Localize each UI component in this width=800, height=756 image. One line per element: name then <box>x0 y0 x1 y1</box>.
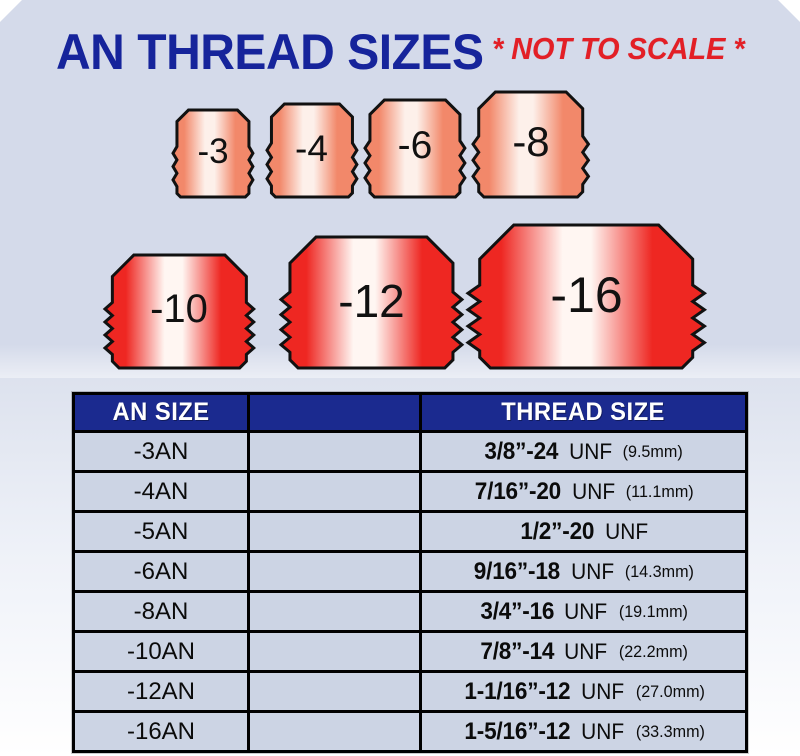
column-header-an-size: AN SIZE <box>72 392 250 433</box>
thread-series: UNF <box>569 438 613 464</box>
cell-thread-size: 9/16”-18 UNF (14.3mm) <box>419 550 748 593</box>
cell-spacer <box>247 590 422 633</box>
column-header-spacer <box>247 392 422 433</box>
fitting-shape <box>471 90 591 199</box>
table-row: -4AN 7/16”-20 UNF (11.1mm) <box>72 470 748 513</box>
cell-spacer <box>247 430 422 473</box>
table-header-row: AN SIZE THREAD SIZE <box>72 392 748 433</box>
cell-thread-size: 1-5/16”-12 UNF (33.3mm) <box>419 710 748 753</box>
thread-metric: (11.1mm) <box>625 481 694 501</box>
cell-an-size: -10AN <box>72 630 250 673</box>
cell-thread-size: 7/8”-14 UNF (22.2mm) <box>419 630 748 673</box>
thread-metric: (19.1mm) <box>618 601 688 621</box>
fitting-dash12: -12 <box>278 235 465 370</box>
thread-series: UNF <box>581 718 625 744</box>
cell-an-size: -16AN <box>72 710 250 753</box>
thread-fraction: 1-1/16”-12 <box>464 677 571 705</box>
cell-spacer <box>247 710 422 753</box>
cell-an-size: -8AN <box>72 590 250 633</box>
fitting-shape <box>102 253 256 370</box>
cell-an-size: -12AN <box>72 670 250 713</box>
cell-thread-size: 1-1/16”-12 UNF (27.0mm) <box>419 670 748 713</box>
fitting-shape <box>278 235 465 370</box>
thread-series: UNF <box>571 558 615 584</box>
thread-fraction: 3/8”-24 <box>484 437 559 465</box>
thread-size-table: AN SIZE THREAD SIZE -3AN 3/8”-24 UNF (9.5mm… <box>72 392 748 753</box>
thread-fraction: 1-5/16”-12 <box>464 717 571 745</box>
cell-thread-size: 3/8”-24 UNF (9.5mm) <box>419 430 748 473</box>
fitting-shape <box>363 98 467 199</box>
cell-thread-size: 7/16”-20 UNF (11.1mm) <box>419 470 748 513</box>
table-row: -5AN 1/2”-20 UNF <box>72 510 748 553</box>
cell-thread-size: 3/4”-16 UNF (19.1mm) <box>419 590 748 633</box>
thread-fraction: 3/4”-16 <box>480 597 554 625</box>
thread-fraction: 1/2”-20 <box>520 517 595 545</box>
cell-an-size: -6AN <box>72 550 250 593</box>
fitting-dash4: -4 <box>264 102 359 199</box>
cell-an-size: -4AN <box>72 470 250 513</box>
cell-thread-size: 1/2”-20 UNF <box>419 510 748 553</box>
cell-spacer <box>247 550 422 593</box>
cell-spacer <box>247 630 422 673</box>
table-row: -16AN 1-5/16”-12 UNF (33.3mm) <box>72 710 748 753</box>
cell-spacer <box>247 670 422 713</box>
thread-series: UNF <box>581 678 625 704</box>
thread-series: UNF <box>564 638 608 664</box>
thread-series: UNF <box>604 518 648 544</box>
thread-metric: (14.3mm) <box>624 561 695 581</box>
table-row: -12AN 1-1/16”-12 UNF (27.0mm) <box>72 670 748 713</box>
fitting-dash8: -8 <box>471 90 591 199</box>
fitting-dash16: -16 <box>465 223 708 370</box>
fitting-shape <box>264 102 359 199</box>
table-body: -3AN 3/8”-24 UNF (9.5mm) -4AN 7/16”-20 UNF (11.… <box>72 430 748 753</box>
page-title: AN THREAD SIZES <box>56 24 484 80</box>
table-row: -3AN 3/8”-24 UNF (9.5mm) <box>72 430 748 473</box>
thread-metric: (33.3mm) <box>635 721 705 741</box>
column-header-an-size-label: AN SIZE <box>112 398 210 426</box>
table-header: AN SIZE THREAD SIZE <box>72 392 748 433</box>
fitting-dash10: -10 <box>102 253 256 370</box>
cell-spacer <box>247 510 422 553</box>
thread-series: UNF <box>564 598 608 624</box>
column-header-thread-size: THREAD SIZE <box>419 392 748 433</box>
fitting-dash6: -6 <box>363 98 467 199</box>
title-row: AN THREAD SIZES * NOT TO SCALE * <box>0 22 800 84</box>
thread-fraction: 9/16”-18 <box>473 557 561 585</box>
cell-an-size: -3AN <box>72 430 250 473</box>
thread-fraction: 7/8”-14 <box>480 637 554 665</box>
fitting-shape <box>171 108 255 199</box>
table-row: -6AN 9/16”-18 UNF (14.3mm) <box>72 550 748 593</box>
fitting-shape <box>465 223 708 370</box>
thread-metric: (27.0mm) <box>635 681 705 701</box>
table-row: -10AN 7/8”-14 UNF (22.2mm) <box>72 630 748 673</box>
not-to-scale-note: * NOT TO SCALE * <box>492 31 745 66</box>
thread-metric: (22.2mm) <box>618 641 688 661</box>
thread-fraction: 7/16”-20 <box>474 477 561 505</box>
table-row: -8AN 3/4”-16 UNF (19.1mm) <box>72 590 748 633</box>
column-header-thread-size-label: THREAD SIZE <box>501 398 666 426</box>
thread-series: UNF <box>571 478 615 504</box>
fitting-dash3: -3 <box>171 108 255 199</box>
thread-metric: (9.5mm) <box>622 441 683 461</box>
cell-an-size: -5AN <box>72 510 250 553</box>
cell-spacer <box>247 470 422 513</box>
